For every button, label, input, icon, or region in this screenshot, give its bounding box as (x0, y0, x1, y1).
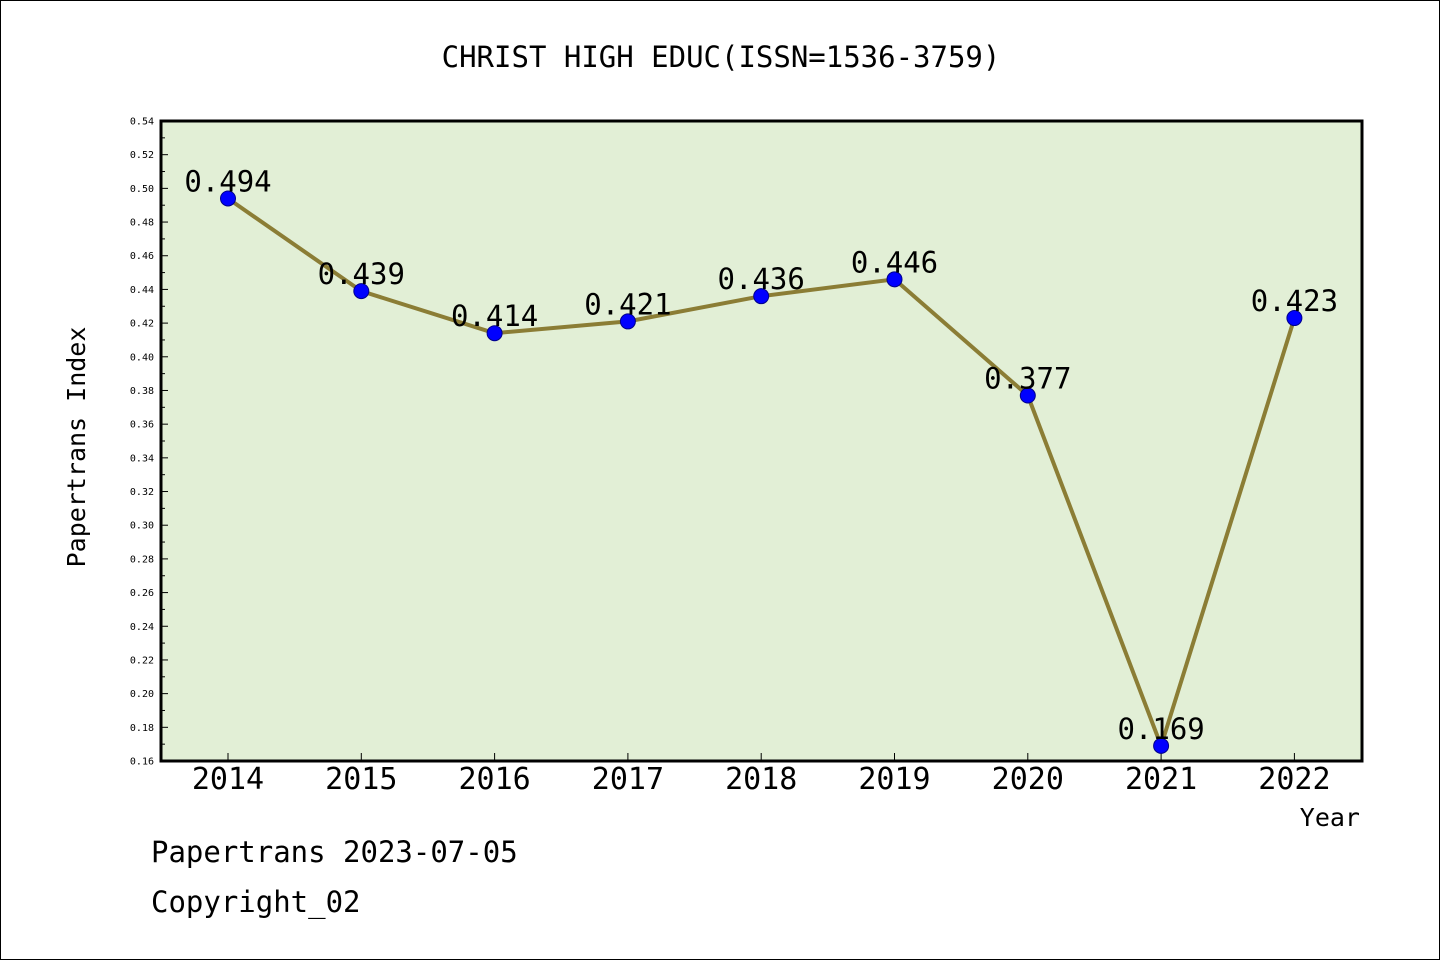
y-tick-label: 0.22 (130, 655, 154, 666)
y-tick-label: 0.44 (130, 285, 154, 296)
x-axis: 2014 2015 2016 2017 2018 2019 2020 2021 2022 (192, 753, 1331, 797)
x-tick-label: 2020 (992, 762, 1064, 797)
y-tick-label: 0.50 (130, 184, 154, 195)
data-point (1019, 387, 1036, 404)
x-axis-label: Year (1300, 803, 1360, 832)
footer-copyright: Copyright_02 (151, 885, 361, 919)
data-label: 0.414 (451, 299, 538, 333)
y-tick-label: 0.30 (130, 521, 154, 532)
data-point (486, 325, 503, 342)
data-point (1153, 737, 1170, 754)
x-tick-label: 2016 (458, 762, 530, 797)
y-tick-label: 0.38 (130, 386, 154, 397)
y-tick-label: 0.16 (130, 757, 154, 768)
data-point (353, 283, 370, 300)
y-tick-label: 0.24 (130, 622, 154, 633)
data-markers (220, 190, 1303, 754)
y-tick-label: 0.52 (130, 150, 154, 161)
x-tick-label: 2019 (858, 762, 930, 797)
data-point (1286, 310, 1303, 327)
data-point (753, 288, 770, 305)
y-tick-label: 0.46 (130, 251, 154, 262)
data-label: 0.421 (584, 287, 671, 321)
x-tick-label: 2022 (1258, 762, 1330, 797)
x-tick-label: 2021 (1125, 762, 1197, 797)
data-label: 0.439 (318, 257, 405, 291)
y-tick-label: 0.18 (130, 723, 154, 734)
y-tick-label: 0.54 (130, 117, 154, 128)
y-axis: 0.16 0.18 0.20 0.22 0.24 0.26 0.28 0.30 0.32 0.34… (130, 117, 168, 768)
y-tick-label: 0.40 (130, 352, 154, 363)
data-label: 0.446 (851, 245, 938, 279)
data-label: 0.423 (1251, 284, 1338, 318)
data-label: 0.377 (984, 362, 1071, 396)
chart-title: CHRIST HIGH EDUC(ISSN=1536-3759) (442, 40, 1001, 74)
y-tick-label: 0.26 (130, 588, 154, 599)
x-tick-label: 2014 (192, 762, 264, 797)
data-labels: 0.494 0.439 0.414 0.421 0.436 0.446 0.377 0.169… (184, 164, 1338, 745)
data-point (619, 313, 636, 330)
x-tick-label: 2018 (725, 762, 797, 797)
data-point (886, 271, 903, 288)
y-tick-label: 0.48 (130, 218, 154, 229)
x-tick-label: 2015 (325, 762, 397, 797)
data-label: 0.494 (184, 164, 271, 198)
plot-area (159, 119, 1364, 763)
data-point (220, 190, 236, 207)
y-tick-label: 0.32 (130, 487, 154, 498)
y-tick-label: 0.28 (130, 554, 154, 565)
x-tick-label: 2017 (592, 762, 664, 797)
footer-date: Papertrans 2023-07-05 (151, 835, 518, 869)
y-tick-label: 0.36 (130, 420, 154, 431)
y-tick-label: 0.20 (130, 689, 154, 700)
y-tick-label: 0.34 (130, 453, 154, 464)
data-label: 0.169 (1117, 712, 1204, 746)
y-axis-label: Papertrans Index (62, 327, 91, 568)
data-label: 0.436 (718, 262, 805, 296)
y-tick-label: 0.42 (130, 319, 154, 330)
